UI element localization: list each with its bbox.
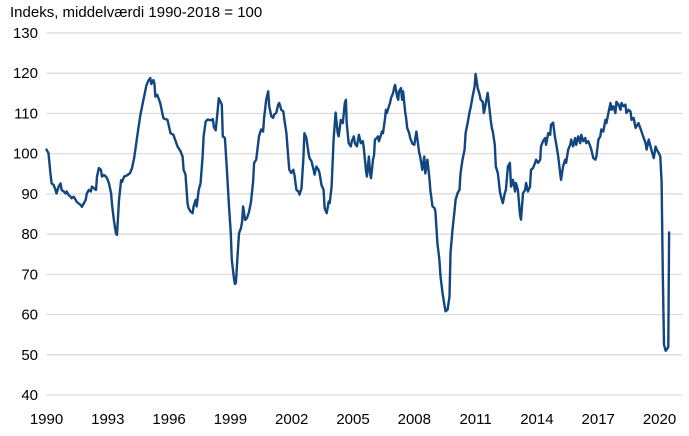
x-axis-tick-label: 1990 — [30, 411, 63, 428]
confidence-index-line — [45, 72, 671, 352]
x-axis-tick-label: 2017 — [582, 411, 615, 428]
y-axis-tick-label: 90 — [21, 186, 38, 203]
y-axis-tick-label: 130 — [13, 25, 38, 42]
x-axis-tick-label: 2002 — [275, 411, 308, 428]
y-axis-tick-label: 70 — [21, 266, 38, 283]
x-axis-tick-label: 2011 — [459, 411, 491, 428]
y-axis-tick-label: 40 — [21, 387, 38, 404]
x-axis-tick-label: 2005 — [336, 411, 369, 428]
y-axis-tick-label: 60 — [21, 307, 38, 324]
x-axis-tick-label: 1993 — [91, 411, 124, 428]
x-axis-tick-label: 2014 — [520, 411, 553, 428]
chart-title: Indeks, middelværdi 1990-2018 = 100 — [10, 4, 263, 21]
x-axis-tick-label: 1996 — [152, 411, 185, 428]
y-axis-tick-label: 100 — [13, 146, 38, 163]
y-axis-tick-label: 50 — [21, 347, 38, 364]
x-axis-tick-label: 2020 — [643, 411, 676, 428]
y-axis-tick-label: 80 — [21, 226, 38, 243]
x-axis-tick-label: 1999 — [214, 411, 247, 428]
x-axis-tick-label: 2008 — [398, 411, 431, 428]
y-axis-tick-label: 120 — [13, 65, 38, 82]
y-axis-tick-label: 110 — [14, 105, 38, 122]
